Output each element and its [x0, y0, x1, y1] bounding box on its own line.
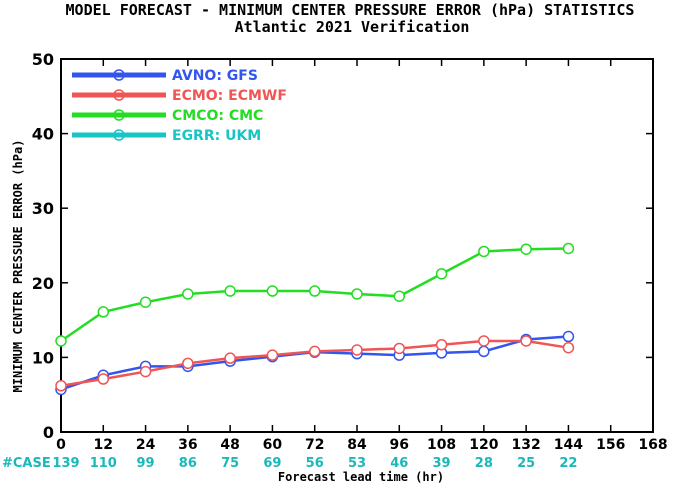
legend-label-2: CMCO: CMC [172, 108, 263, 124]
case-count-12: 110 [90, 456, 117, 471]
data-point-1-0 [55, 379, 67, 392]
case-count-108: 39 [433, 456, 451, 471]
y-tick-label-50: 50 [32, 50, 54, 69]
case-count-60: 69 [263, 456, 281, 471]
case-count-48: 75 [221, 456, 239, 471]
x-tick-label-48: 48 [220, 437, 239, 453]
x-tick-label-156: 156 [596, 437, 625, 453]
data-point-1-9 [435, 338, 448, 351]
case-label: #CASE [2, 456, 51, 471]
x-tick-label-144: 144 [554, 437, 583, 453]
legend-marker-1 [113, 89, 125, 101]
case-count-84: 53 [348, 456, 366, 471]
legend-marker-3 [113, 129, 125, 141]
x-tick-label-24: 24 [136, 437, 156, 453]
data-point-1-4 [224, 352, 236, 364]
x-tick-label-108: 108 [427, 437, 456, 453]
legend-marker-0 [113, 69, 125, 81]
y-tick-label-10: 10 [32, 348, 54, 367]
data-point-1-10 [478, 335, 490, 347]
legend-label-3: EGRR: UKM [172, 128, 261, 144]
series-line-0 [60, 335, 569, 391]
legend-marker-2 [113, 109, 125, 121]
x-tick-label-0: 0 [56, 437, 66, 453]
case-count-36: 86 [179, 456, 197, 471]
data-point-2-11 [520, 243, 532, 255]
y-axis-label: MINIMUM CENTER PRESSURE ERROR (hPa) [11, 140, 25, 393]
case-count-24: 99 [137, 456, 155, 471]
x-tick-label-96: 96 [390, 437, 409, 453]
data-point-1-8 [393, 342, 406, 355]
data-point-1-11 [520, 335, 532, 347]
data-point-2-3 [182, 288, 194, 300]
y-tick-label-30: 30 [32, 199, 54, 218]
data-point-1-2 [139, 365, 152, 378]
y-tick-label-20: 20 [32, 274, 54, 293]
data-point-1-7 [351, 344, 363, 356]
y-tick-label-40: 40 [32, 125, 54, 144]
x-axis-label: Forecast lead time (hr) [278, 470, 444, 484]
legend-label-1: ECMO: ECMWF [172, 88, 287, 104]
case-count-120: 28 [475, 456, 493, 471]
data-point-2-7 [351, 288, 363, 300]
data-point-2-1 [97, 306, 110, 318]
x-tick-label-12: 12 [94, 437, 113, 453]
x-tick-label-72: 72 [305, 437, 324, 453]
data-point-2-5 [266, 285, 279, 297]
x-tick-label-132: 132 [512, 437, 541, 453]
x-tick-label-36: 36 [178, 437, 197, 453]
chart-title: MODEL FORECAST - MINIMUM CENTER PRESSURE… [66, 1, 635, 19]
data-point-1-12 [562, 341, 575, 354]
x-tick-label-84: 84 [347, 437, 367, 453]
data-point-2-2 [139, 296, 152, 308]
data-point-2-6 [308, 285, 321, 297]
case-count-144: 22 [559, 456, 577, 471]
x-tick-label-120: 120 [469, 437, 498, 453]
data-point-1-5 [266, 349, 279, 361]
legend: AVNO: GFS ECMO: ECMWF CMCO: CMC EGRR: UKM [72, 68, 287, 144]
data-point-1-6 [308, 345, 321, 358]
case-count-96: 46 [390, 456, 408, 471]
data-point-1-1 [97, 373, 110, 385]
data-point-2-8 [393, 290, 406, 302]
data-point-0-12 [562, 330, 575, 343]
data-point-2-4 [224, 285, 236, 297]
y-tick-label-0: 0 [43, 423, 54, 442]
x-tick-label-168: 168 [638, 437, 667, 453]
x-tick-label-60: 60 [263, 437, 283, 453]
case-count-0: 139 [52, 456, 79, 471]
chart-subtitle: Atlantic 2021 Verification [235, 18, 470, 36]
case-count-72: 56 [306, 456, 324, 471]
case-count-132: 25 [517, 456, 535, 471]
data-point-1-3 [182, 357, 194, 370]
data-point-2-9 [435, 268, 448, 280]
data-point-2-0 [55, 335, 67, 347]
data-point-2-12 [562, 242, 575, 255]
plot-area: 0 12 24 36 48 60 72 84 96 108 120 132 144 156 168 0 10 20… [32, 50, 668, 471]
data-point-0-10 [478, 345, 490, 358]
legend-label-0: AVNO: GFS [172, 68, 258, 84]
data-point-2-10 [478, 245, 490, 258]
